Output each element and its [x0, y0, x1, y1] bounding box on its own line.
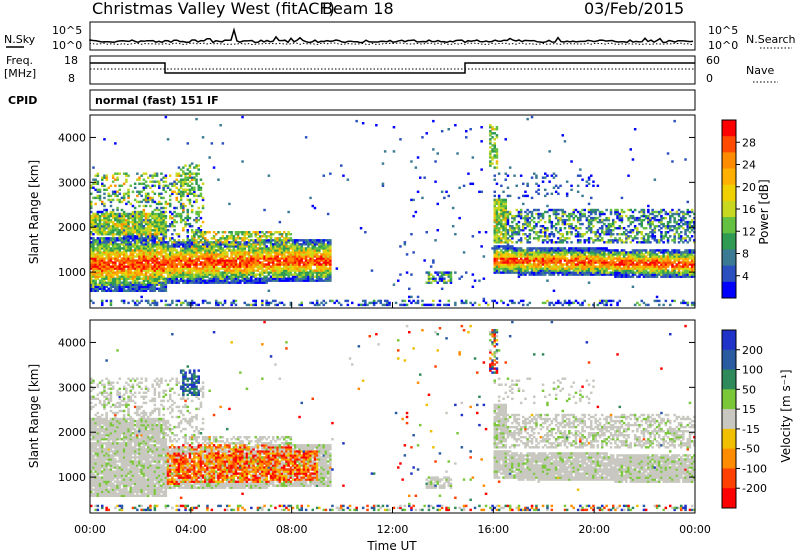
velocity-heatmap	[90, 320, 696, 512]
power-ytick-label-3: 4000	[58, 131, 86, 144]
velocity-colorbar-step-1	[722, 349, 736, 371]
velocity-colorbar-tick-6: -100	[742, 462, 767, 475]
velocity-colorbar: 200 100 50 15 -15 -50 -100 -200	[721, 329, 767, 509]
power-ylabel: Slant Range [km]	[27, 160, 41, 264]
noise-search-label: N.Search	[746, 33, 796, 46]
velocity-colorbar-tick-4: -15	[742, 423, 760, 436]
x-axis-label: Time UT	[366, 539, 417, 553]
power-colorbar-tick-4: 12	[742, 225, 756, 238]
velocity-colorbar-label: Velocity [m s⁻¹]	[779, 369, 793, 462]
power-colorbar: 28 24 20 16 12 8 4	[721, 119, 756, 299]
velocity-colorbar-tick-1: 100	[742, 364, 763, 377]
x-tick-label-0: 00:00	[74, 523, 106, 536]
velocity-ytick-label-2: 3000	[58, 381, 86, 394]
power-colorbar-step-5	[722, 200, 736, 218]
velocity-colorbar-tick-2: 50	[742, 383, 756, 396]
power-heatmap	[90, 115, 696, 307]
noise-tick-bottom-right: 10^0	[708, 39, 738, 52]
noise-tick-top-right: 10^5	[708, 24, 738, 37]
x-tick-label-4: 16:00	[477, 523, 509, 536]
velocity-colorbar-step-6	[722, 448, 736, 469]
freq-tick-top: 18	[64, 54, 78, 67]
x-tick-label-1: 04:00	[175, 523, 207, 536]
velocity-colorbar-step-3	[722, 389, 736, 410]
velocity-colorbar-step-7	[722, 468, 736, 489]
velocity-ytick-label-3: 4000	[58, 336, 86, 349]
power-colorbar-tick-3: 16	[742, 203, 756, 216]
noise-sky-trace	[89, 27, 694, 44]
x-tick-label-6: 00:00	[679, 523, 711, 536]
freq-unit-label: [MHz]	[4, 67, 36, 80]
velocity-ylabel: Slant Range [km]	[27, 364, 41, 468]
power-colorbar-tick-1: 24	[742, 159, 756, 172]
frequency-trace	[90, 62, 695, 74]
power-ytick-label-1: 2000	[58, 221, 86, 234]
power-colorbar-step-6	[722, 217, 736, 234]
cpid-label: CPID	[8, 94, 37, 107]
velocity-colorbar-tick-5: -50	[742, 443, 760, 456]
velocity-ytick-label-0: 1000	[58, 471, 86, 484]
x-tick-label-2: 08:00	[276, 523, 308, 536]
power-colorbar-step-7	[722, 233, 736, 250]
velocity-colorbar-step-2	[722, 369, 736, 390]
power-colorbar-label: Power [dB]	[757, 179, 771, 244]
power-colorbar-tick-5: 8	[742, 248, 749, 261]
power-colorbar-step-2	[722, 152, 736, 170]
freq-label: Freq.	[6, 54, 33, 67]
noise-tick-top-left: 10^5	[52, 24, 82, 37]
beam-label: Beam 18	[322, 0, 394, 18]
power-colorbar-step-9	[722, 265, 736, 283]
x-axis: 00:00 04:00 08:00 12:00 16:00 20:00 00:00	[74, 302, 711, 536]
power-colorbar-step-8	[722, 249, 736, 267]
x-tick-label-5: 20:00	[578, 523, 610, 536]
cpid-panel: CPID normal (fast) 151 IF	[8, 89, 696, 111]
power-colorbar-step-3	[722, 168, 736, 186]
power-colorbar-step-10	[722, 281, 736, 299]
velocity-colorbar-step-4	[722, 409, 736, 430]
nave-tick-bottom: 0	[706, 72, 713, 85]
freq-tick-bottom: 8	[68, 72, 75, 85]
velocity-colorbar-tick-7: -200	[742, 482, 767, 495]
cpid-value: normal (fast) 151 IF	[95, 94, 219, 107]
power-colorbar-step-1	[722, 136, 736, 153]
frequency-panel: Freq. [MHz] 18 8 60 0 Nave	[4, 54, 778, 85]
power-colorbar-tick-6: 4	[742, 270, 749, 283]
power-colorbar-step-0	[722, 120, 736, 137]
noise-search-trace	[89, 42, 694, 46]
noise-tick-bottom-left: 10^0	[52, 39, 82, 52]
velocity-colorbar-step-8	[722, 488, 736, 509]
noise-sky-label: N.Sky	[4, 33, 36, 46]
velocity-colorbar-tick-0: 200	[742, 344, 763, 357]
noise-panel: N.Sky 10^5 10^0 10^5 10^0 N.Search	[4, 21, 796, 52]
power-colorbar-tick-0: 28	[742, 136, 756, 149]
velocity-ytick-label-1: 2000	[58, 426, 86, 439]
velocity-panel: Slant Range [km] 1000 2000 3000 4000 200 100…	[27, 319, 793, 514]
power-panel: Slant Range [km] 1000 2000 3000 4000 28 24 20…	[27, 114, 771, 309]
power-ytick-label-2: 3000	[58, 176, 86, 189]
power-colorbar-tick-2: 20	[742, 181, 756, 194]
velocity-colorbar-tick-3: 15	[742, 403, 756, 416]
plot-title: Christmas Valley West (fitACF)	[92, 0, 335, 18]
velocity-colorbar-step-5	[722, 428, 736, 450]
nave-label: Nave	[746, 64, 774, 77]
power-colorbar-step-4	[722, 184, 736, 202]
date-label: 03/Feb/2015	[584, 0, 684, 18]
x-tick-label-3: 12:00	[377, 523, 409, 536]
velocity-colorbar-step-0	[722, 330, 736, 351]
nave-tick-top: 60	[706, 54, 720, 67]
power-ytick-label-0: 1000	[58, 266, 86, 279]
